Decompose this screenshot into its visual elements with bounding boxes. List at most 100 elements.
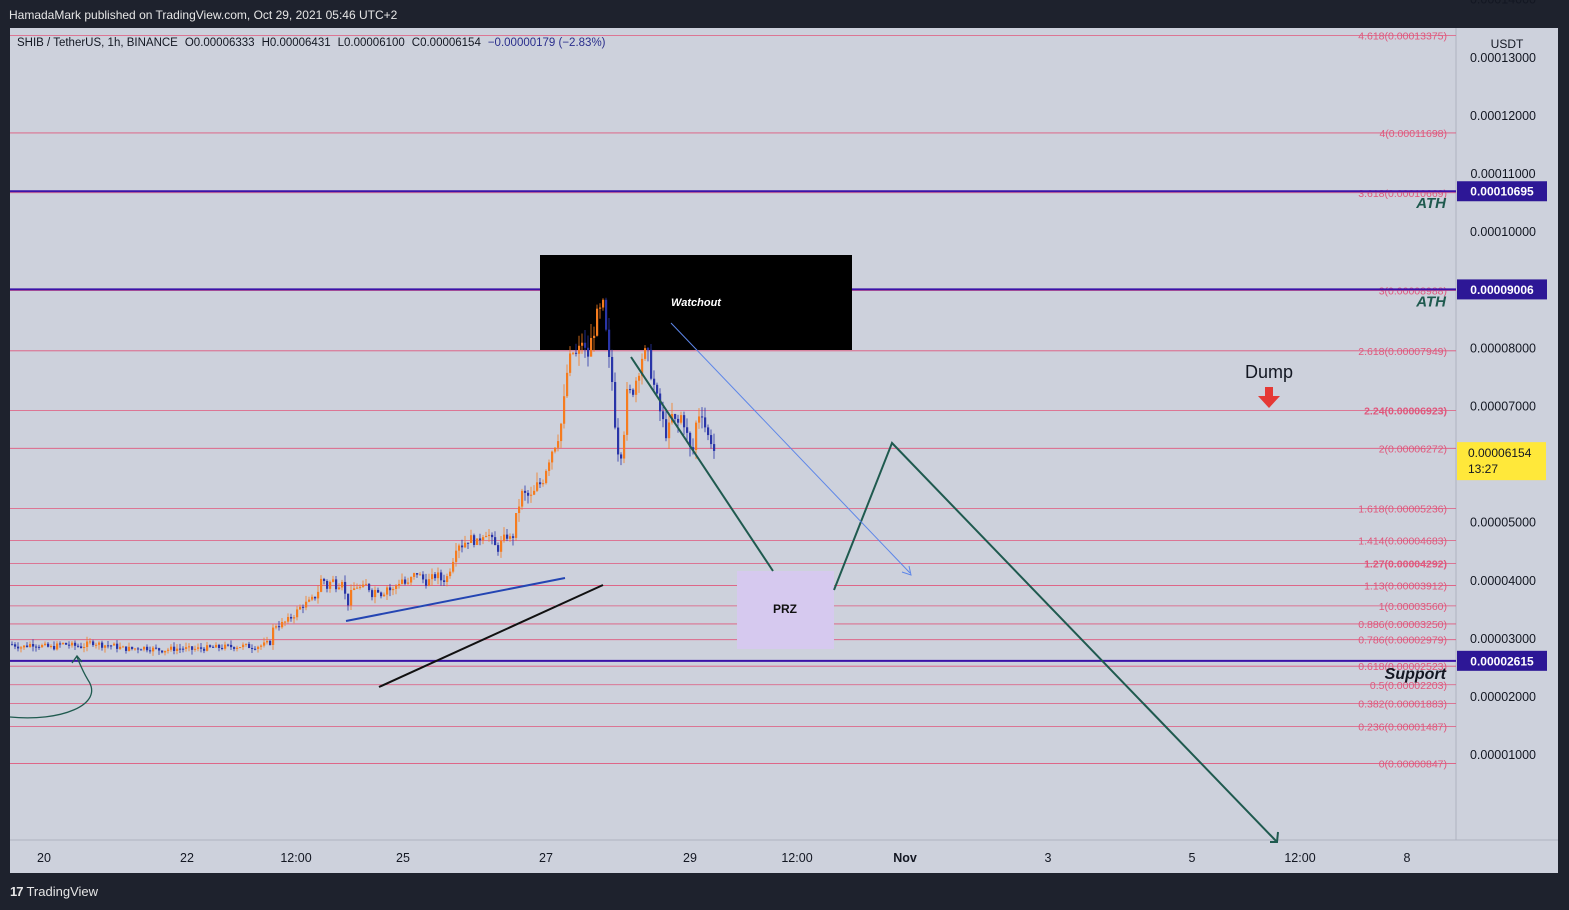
candle-body-369 [380,592,383,597]
candle-body-612 [623,434,626,459]
level-badge-2[interactable] [1457,650,1547,671]
candle-body-582 [593,335,596,338]
candle-body-444 [455,550,458,562]
candle-body-402 [413,573,416,577]
candle-body-27 [38,646,41,648]
symbol-legend[interactable]: SHIB / TetherUS, 1h, BINANCE O0.00006333 H… [17,37,606,49]
candle-body-351 [362,584,365,587]
candle-body-9 [20,647,23,649]
candle-body-72 [83,647,86,649]
candle-body-627 [638,375,641,381]
candle-body-429 [440,572,443,581]
candle-body-417 [428,579,431,586]
candle-body-126 [137,648,140,650]
candle-body-669 [680,415,683,423]
rising-support-line[interactable] [378,584,604,688]
candle-body-642 [653,378,656,385]
candle-body-111 [122,646,125,648]
candle-body-24 [35,646,38,648]
candle-body-231 [242,644,245,648]
candle-body-411 [422,574,425,580]
candle-body-471 [482,537,485,541]
candle-body-489 [500,540,503,552]
candle-body-42 [53,645,56,650]
x-tick-4: 27 [539,851,553,865]
candle-body-675 [686,427,689,433]
candle-body-15 [26,645,29,647]
candle-body-534 [545,470,548,484]
candle-body-690 [701,416,704,418]
legend-symbol: SHIB / TetherUS, 1h, BINANCE O0.00006333 H… [17,37,606,49]
candle-body-132 [143,646,146,650]
descending-trend-line[interactable] [630,356,774,572]
candle-body-492 [503,534,506,541]
candle-body-540 [551,451,554,463]
candle-body-300 [311,596,314,600]
y-tick-6: 0.00007000 [1470,399,1536,413]
level-annotation-0: ATH [1415,195,1447,212]
fib-label-1: 4(0.00011698) [1379,128,1447,140]
time-axis[interactable] [10,840,1558,873]
candle-body-591 [602,299,605,308]
candle-body-378 [389,587,392,591]
candle-body-594 [605,299,608,330]
candle-body-588 [599,307,602,309]
candle-body-228 [239,647,242,649]
fib-label-13: 0.786(0.00002979) [1358,635,1447,647]
price-axis[interactable] [1456,28,1558,840]
y-tick-2: 0.00012000 [1470,109,1536,123]
fib-label-9: 1.27(0.00004292) [1364,558,1447,570]
candle-body-546 [557,441,560,448]
candle-body-462 [473,535,476,545]
rising-resistance-line[interactable] [345,577,566,622]
candle-body-246 [257,646,260,649]
projection-path[interactable] [833,441,1278,843]
candle-body-396 [407,582,410,584]
candle-body-306 [317,591,320,599]
candle-body-630 [641,358,644,376]
candle-body-480 [491,534,494,538]
candle-body-423 [434,574,437,579]
y-tick-11: 0.00001000 [1470,748,1536,762]
legend-low: L0.00006100 [338,37,405,49]
candle-body-684 [695,422,698,450]
candle-body-114 [125,646,128,651]
candle-body-549 [560,423,563,442]
candle-body-201 [212,646,215,648]
candle-body-336 [347,593,350,606]
candle-body-237 [248,643,251,649]
candle-body-39 [50,645,53,647]
legend-high: H0.00006431 [262,37,331,49]
prz-box[interactable] [737,571,834,649]
candle-body-177 [188,646,191,648]
candle-body-249 [260,645,263,647]
legend-change: −0.00000179 (−2.83%) [488,37,606,49]
candle-body-45 [56,643,59,650]
candle-body-441 [452,561,455,572]
candle-body-636 [647,348,650,350]
candle-body-558 [569,353,572,373]
candle-body-366 [377,589,380,593]
candle-body-696 [707,427,710,436]
candle-body-561 [572,352,575,354]
watchout-box[interactable] [540,255,852,350]
y-tick-7: 0.00005000 [1470,516,1536,530]
price-badges: 0.00010695 0.00009006 0.00002615 0.00006154… [1457,181,1547,671]
candle-body-510 [521,490,524,507]
plot-area[interactable] [10,28,1456,840]
candle-body-342 [353,588,356,591]
last-price-countdown: 13:27 [1468,462,1498,476]
x-tick-9: 5 [1189,851,1196,865]
level-badge-0[interactable] [1457,181,1547,202]
candle-body-243 [254,648,257,650]
level-badge-1[interactable] [1457,279,1547,300]
level-annotation-1: ATH [1415,293,1447,310]
last-price-badge[interactable] [1457,442,1546,481]
tradingview-logo[interactable]: 17 TradingView [10,884,98,899]
candle-body-264 [275,626,278,628]
candle-body-372 [383,594,386,597]
candle-body-483 [494,537,497,546]
candle-body-156 [167,649,170,651]
y-tick-5: 0.00008000 [1470,341,1536,355]
